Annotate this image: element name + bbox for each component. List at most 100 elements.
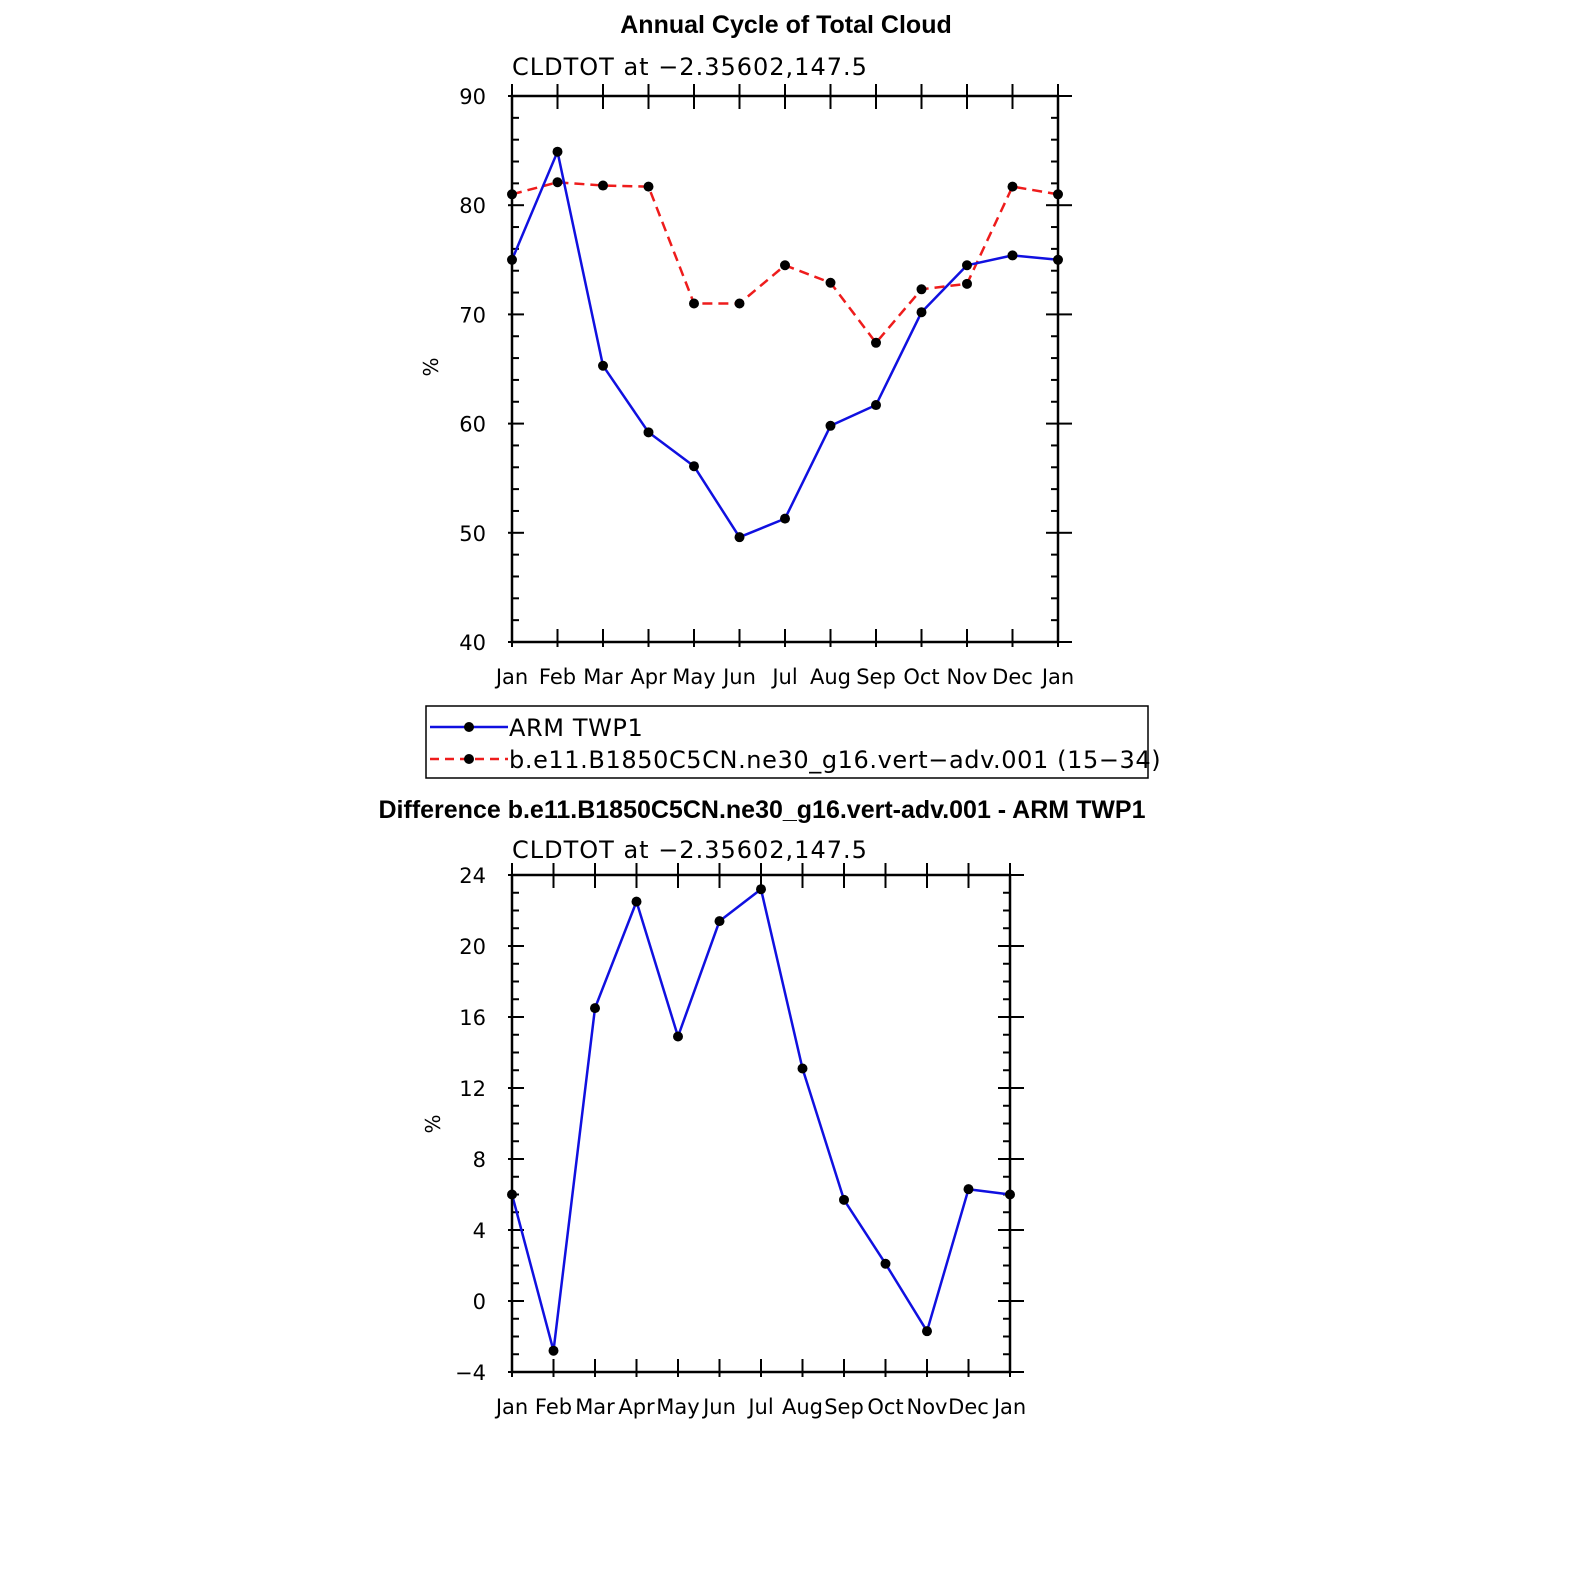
y-tick-label: 16 (459, 1006, 486, 1030)
plot-frame (510, 873, 1012, 1374)
data-point (922, 1326, 932, 1337)
x-tick-label: Mar (575, 1395, 615, 1419)
x-tick-label: Nov (907, 1395, 948, 1419)
x-tick-label: Dec (992, 665, 1033, 689)
series-line (510, 150, 1059, 539)
data-point (689, 298, 699, 309)
data-point (734, 532, 745, 543)
data-point (714, 916, 725, 927)
data-point (598, 180, 608, 191)
x-tick-label: Jun (721, 665, 756, 689)
x-tick-label: Sep (856, 665, 896, 689)
x-tick-label: Dec (948, 1395, 989, 1419)
x-tick-label: Oct (867, 1395, 903, 1419)
data-point (734, 298, 745, 309)
y-tick-labels: 90 80 70 60 50 40 (459, 85, 486, 655)
x-tick-label: Oct (903, 665, 939, 689)
y-tick-label: 80 (459, 194, 486, 218)
x-tick-label: Mar (583, 665, 623, 689)
y-tick-label: 70 (459, 303, 486, 327)
data-point (916, 284, 927, 295)
x-tick-label: Aug (810, 665, 851, 689)
y-tick-label: 60 (459, 413, 486, 437)
data-point (871, 400, 881, 411)
data-point (689, 461, 699, 472)
y-tick-label: 12 (459, 1077, 486, 1101)
series-line (510, 887, 1011, 1352)
data-point (871, 337, 881, 348)
data-point (780, 260, 790, 271)
x-tick-label: Jul (746, 1395, 773, 1419)
x-tick-label: Apr (618, 1395, 655, 1419)
y-tick-label: 8 (473, 1148, 486, 1172)
x-tick-label: Jan (494, 1395, 528, 1419)
data-point (962, 260, 972, 271)
y-tick-label: −4 (455, 1361, 486, 1385)
data-point (1007, 181, 1018, 192)
chart-title: Annual Cycle of Total Cloud (620, 11, 951, 39)
x-tick-label: Jan (992, 1395, 1026, 1419)
series-group (507, 146, 1063, 543)
legend-label-arm: ARM TWP1 (509, 714, 643, 742)
annual-cycle-chart: Annual Cycle of Total Cloud CLDTOT at −2… (419, 11, 1074, 689)
data-point (797, 1063, 808, 1074)
x-tick-label: Apr (630, 665, 667, 689)
data-point (643, 181, 654, 192)
legend-box (425, 705, 1149, 779)
data-point (552, 146, 563, 157)
data-point (916, 307, 927, 318)
tick-marks (508, 863, 1024, 1377)
data-point (548, 1345, 559, 1356)
x-tick-label: Feb (535, 1395, 572, 1419)
x-tick-label: May (672, 665, 715, 689)
data-point (552, 177, 563, 188)
y-tick-label: 4 (473, 1219, 486, 1243)
legend-marker-arm (464, 722, 474, 732)
data-point (839, 1194, 849, 1205)
y-tick-label: 40 (459, 631, 486, 655)
data-point (1007, 250, 1018, 261)
data-point (590, 1003, 600, 1014)
x-tick-label: Sep (824, 1395, 864, 1419)
x-tick-label: Nov (947, 665, 988, 689)
x-tick-label: May (656, 1395, 699, 1419)
y-tick-label: 20 (459, 935, 486, 959)
tick-marks (508, 84, 1072, 647)
chart-subtitle: CLDTOT at −2.35602,147.5 (512, 836, 868, 864)
data-point (963, 1184, 974, 1195)
y-axis-label: % (421, 1114, 445, 1133)
data-point (962, 278, 972, 289)
y-tick-label: 24 (459, 864, 486, 888)
difference-chart: Difference b.e11.B1850C5CN.ne30_g16.vert… (379, 796, 1146, 1419)
y-tick-label: 0 (473, 1290, 486, 1314)
y-tick-label: 90 (459, 85, 486, 109)
x-tick-labels: Jan Feb Mar Apr May Jun Jul Aug Sep Oct Nov Dec Jan (494, 1395, 1026, 1419)
data-point (780, 513, 790, 524)
series-group (507, 884, 1015, 1356)
data-point (673, 1031, 683, 1042)
data-point (643, 427, 654, 438)
data-point (825, 277, 836, 288)
x-tick-label: Jan (494, 665, 528, 689)
data-point (756, 884, 766, 895)
x-tick-label: Jan (1040, 665, 1074, 689)
x-tick-labels: Jan Feb Mar Apr May Jun Jul Aug Sep Oct Nov Dec Jan (494, 665, 1074, 689)
data-point (631, 896, 642, 907)
data-point (825, 420, 836, 431)
y-tick-labels: 24 20 16 12 8 4 0 −4 (455, 864, 486, 1385)
data-point (880, 1258, 891, 1269)
x-tick-label: Jul (770, 665, 797, 689)
y-tick-label: 50 (459, 522, 486, 546)
x-tick-label: Feb (539, 665, 576, 689)
legend-marker-model (464, 754, 474, 764)
x-tick-label: Jun (701, 1395, 736, 1419)
data-point (598, 360, 608, 371)
legend: ARM TWP1 b.e11.B1850C5CN.ne30_g16.vert−a… (425, 705, 1161, 779)
x-tick-label: Aug (782, 1395, 823, 1419)
y-axis-label: % (419, 357, 443, 376)
chart-subtitle: CLDTOT at −2.35602,147.5 (512, 53, 868, 81)
chart-title: Difference b.e11.B1850C5CN.ne30_g16.vert… (379, 796, 1146, 824)
plot-frame (510, 94, 1060, 644)
legend-label-model: b.e11.B1850C5CN.ne30_g16.vert−adv.001 (1… (509, 746, 1161, 774)
